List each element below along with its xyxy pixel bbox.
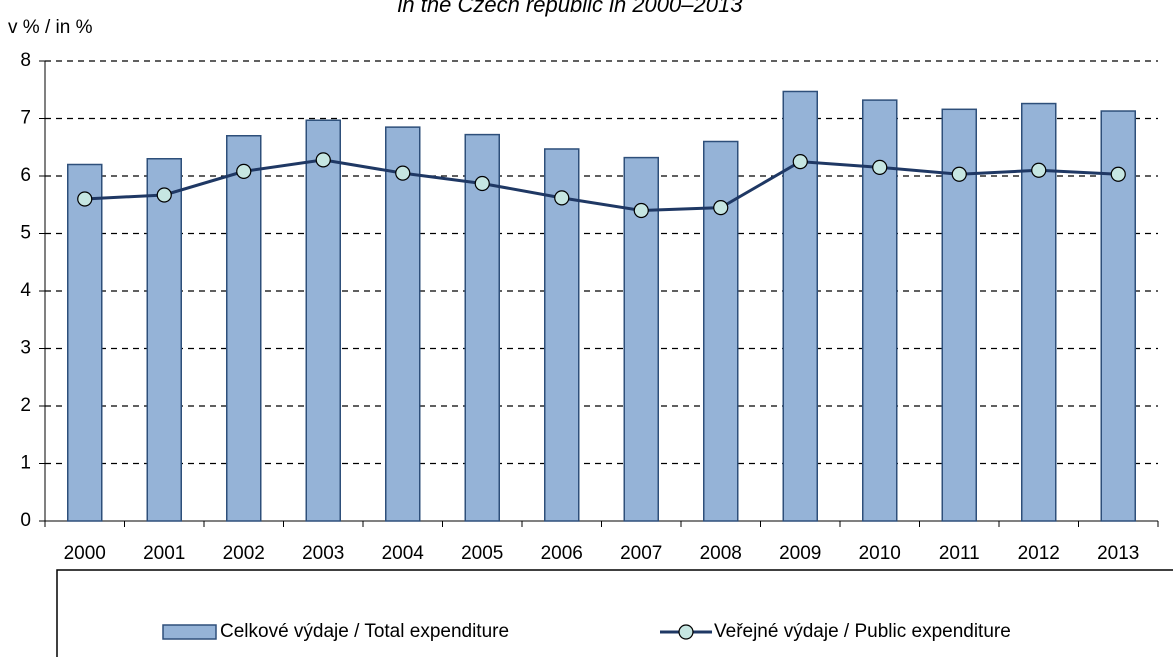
- x-tick-label: 2006: [541, 543, 583, 564]
- legend-label: Celkové výdaje / Total expenditure: [220, 621, 509, 642]
- bar: [67, 163, 103, 522]
- y-axis-label: v % / in %: [8, 17, 93, 38]
- line: [84, 158, 1119, 213]
- x-tick-label: 2005: [461, 543, 503, 564]
- marker: [474, 175, 490, 192]
- y-tick-label: 0: [20, 510, 31, 531]
- marker: [236, 163, 252, 179]
- legend-box: [56, 569, 1173, 657]
- marker: [77, 191, 93, 207]
- x-tick-label: 2012: [1018, 543, 1060, 564]
- bar: [305, 119, 341, 522]
- marker: [951, 166, 967, 182]
- bar: [385, 126, 421, 522]
- bar: [623, 156, 659, 522]
- x-tick-label: 2004: [382, 543, 425, 564]
- y-tick-label: 7: [20, 108, 31, 129]
- bar: [146, 158, 182, 522]
- x-tick-label: 2000: [64, 543, 106, 564]
- bar: [226, 135, 262, 522]
- legend-label: Veřejné výdaje / Public expenditure: [714, 621, 1011, 642]
- x-tick-label: 2001: [143, 543, 185, 564]
- marker: [633, 202, 649, 219]
- bar: [703, 140, 739, 522]
- y-tick-label: 2: [20, 395, 31, 416]
- x-tick-label: 2010: [859, 543, 901, 564]
- x-tick-label: 2009: [779, 543, 821, 564]
- marker: [872, 159, 888, 175]
- chart-title: in the Czech republic in 2000–2013: [398, 0, 744, 17]
- bar: [544, 148, 580, 522]
- x-tick-label: 2003: [302, 543, 344, 564]
- marker: [156, 187, 172, 203]
- x-tick-label: 2008: [700, 543, 742, 564]
- marker: [315, 152, 331, 168]
- y-tick-label: 1: [20, 453, 31, 474]
- marker: [554, 190, 570, 206]
- x-tick-label: 2013: [1097, 543, 1139, 564]
- marker: [1031, 162, 1047, 178]
- marker: [1110, 166, 1126, 182]
- x-tick-label: 2007: [620, 543, 662, 564]
- y-tick-label: 6: [20, 165, 31, 186]
- bar: [464, 133, 500, 522]
- y-tick-label: 3: [20, 338, 31, 359]
- x-tick-label: 2011: [939, 543, 980, 564]
- marker: [713, 200, 729, 216]
- legend-swatch: [162, 624, 217, 640]
- y-tick-label: 4: [20, 280, 31, 301]
- x-tick-label: 2002: [223, 543, 265, 564]
- legend-swatch: [678, 624, 694, 640]
- marker: [792, 154, 808, 170]
- y-tick-label: 8: [20, 50, 31, 71]
- y-tick-label: 5: [20, 223, 31, 244]
- marker: [395, 165, 411, 181]
